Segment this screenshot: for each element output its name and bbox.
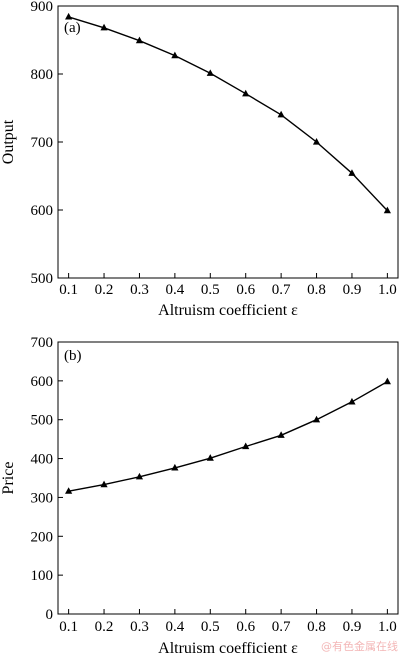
panel-b-data-point bbox=[65, 487, 73, 494]
panel-a-y-tick-label: 700 bbox=[31, 135, 54, 151]
panel-b-data-point bbox=[100, 480, 108, 488]
panel-a-x-tick-label: 0.1 bbox=[59, 282, 78, 298]
panel-b-y-tick-label: 500 bbox=[31, 413, 54, 429]
panel-a-x-tick-label: 0.7 bbox=[272, 282, 291, 298]
panel-a-y-tick-label: 600 bbox=[31, 203, 54, 219]
panel-b-x-tick-label: 0.7 bbox=[272, 619, 291, 635]
panel-a-x-tick-label: 0.5 bbox=[201, 282, 220, 298]
panel-a-data-point bbox=[171, 51, 179, 59]
panel-b-y-axis-title: Price bbox=[0, 462, 17, 495]
panel-a-data-point bbox=[135, 36, 144, 44]
panel-b-y-tick-label: 100 bbox=[31, 568, 54, 584]
panel-b-data-point bbox=[348, 397, 356, 405]
panel-b-x-tick-label: 0.8 bbox=[307, 619, 326, 635]
panel-a-x-tick-label: 1.0 bbox=[378, 282, 397, 298]
panel-a-data-point bbox=[206, 69, 214, 76]
panel-b-data-point bbox=[383, 377, 391, 385]
panel-a: (a) Output Altruism coefficient ε 0.1 0.2… bbox=[0, 0, 399, 319]
panel-b-x-tick-label: 0.6 bbox=[236, 619, 255, 635]
panel-b-data-point bbox=[206, 454, 214, 461]
panel-b-x-tick-label: 0.9 bbox=[343, 619, 362, 635]
panel-a-x-tick-label: 0.2 bbox=[95, 282, 114, 298]
panel-a-x-axis-title: Altruism coefficient ε bbox=[158, 302, 298, 319]
panel-b-x-tick-label: 0.2 bbox=[95, 619, 114, 635]
panel-b-data-point bbox=[171, 463, 179, 471]
panel-a-y-axis-title: Output bbox=[0, 119, 17, 164]
panel-b-plot-frame bbox=[57, 341, 399, 615]
panel-b-data-point bbox=[242, 442, 250, 450]
panel-a-plot-frame bbox=[57, 5, 399, 279]
panel-b-data-point bbox=[277, 431, 285, 438]
panel-b-y-tick-label: 0 bbox=[46, 607, 54, 623]
panel-a-data-point bbox=[348, 169, 356, 176]
panel-a-data-point bbox=[383, 206, 391, 214]
panel-a-data-point bbox=[100, 23, 108, 31]
panel-b-y-tick-label: 400 bbox=[31, 452, 54, 468]
panel-a-x-tick-label: 0.6 bbox=[236, 282, 255, 298]
panel-b-y-tick-label: 600 bbox=[31, 374, 54, 390]
watermark-text: @有色金属在线 bbox=[321, 639, 398, 653]
panel-b-label: (b) bbox=[64, 348, 82, 364]
panel-a-y-tick-label: 500 bbox=[31, 271, 54, 287]
panel-a-x-tick-label: 0.8 bbox=[307, 282, 326, 298]
panel-a-data-point bbox=[312, 138, 321, 145]
panel-b-x-tick-label: 0.3 bbox=[130, 619, 149, 635]
panel-a-label: (a) bbox=[64, 20, 81, 36]
panel-b-x-axis-title: Altruism coefficient ε bbox=[158, 640, 298, 656]
panel-a-data-point bbox=[277, 110, 285, 118]
panel-a-series-line bbox=[68, 16, 388, 212]
panel-b-y-tick-label: 700 bbox=[31, 335, 54, 351]
panel-b-x-tick-label: 1.0 bbox=[378, 619, 397, 635]
panel-b-series-line bbox=[68, 380, 388, 492]
panel-a-x-tick-label: 0.9 bbox=[343, 282, 362, 298]
panel-b-x-tick-label: 0.5 bbox=[201, 619, 220, 635]
panel-b-data-point bbox=[312, 415, 321, 423]
panel-b-x-tick-label: 0.1 bbox=[59, 619, 78, 635]
panel-a-data-point bbox=[242, 89, 250, 97]
panel-a-y-tick-label: 800 bbox=[31, 67, 54, 83]
panel-a-x-tick-label: 0.4 bbox=[166, 282, 185, 298]
panel-a-data-point bbox=[65, 12, 73, 20]
panel-b-y-tick-label: 200 bbox=[31, 529, 54, 545]
panel-a-y-tick-label: 900 bbox=[31, 0, 54, 15]
panel-b-y-tick-label: 300 bbox=[31, 490, 54, 506]
panel-b-x-tick-label: 0.4 bbox=[166, 619, 185, 635]
panel-b-data-point bbox=[135, 472, 144, 480]
panel-a-x-tick-label: 0.3 bbox=[130, 282, 149, 298]
panel-b: (b) Price Altruism coefficient ε 0.1 0.2 0… bbox=[0, 335, 399, 656]
